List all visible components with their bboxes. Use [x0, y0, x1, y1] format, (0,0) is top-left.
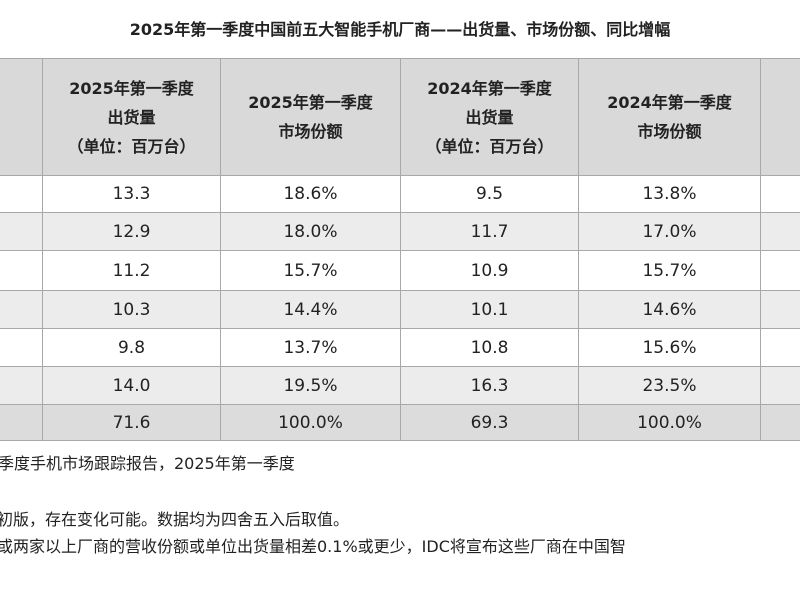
header-text: 2025年第一季度: [69, 78, 194, 98]
table-cell: 14.6%: [578, 290, 761, 329]
header-cell: 2024年第一季度 出货量 （单位：百万台）: [400, 58, 579, 176]
table: 2025年第一季度 出货量 （单位：百万台） 2025年第一季度 市场份额 2024年第一…: [0, 58, 800, 441]
table-cell: 18.0%: [220, 212, 401, 251]
header-text: 出货量: [465, 107, 514, 127]
header-cell: 2024年第一季度 市场份额: [578, 58, 761, 176]
table-cell: 11.2: [42, 250, 221, 291]
table-cell: 23.5%: [578, 366, 761, 405]
table-cell: [760, 175, 800, 213]
table-cell: [760, 366, 800, 405]
table-cell: 10.9: [400, 250, 579, 291]
note-line: 或两家以上厂商的营收份额或单位出货量相差0.1%或更少，IDC将宣布这些厂商在中…: [0, 537, 626, 556]
table-cell: [760, 404, 800, 441]
table-cell: [760, 328, 800, 367]
table-cell: [760, 250, 800, 291]
table-cell: 100.0%: [578, 404, 761, 441]
table-cell: [0, 290, 43, 329]
table-cell: 13.8%: [578, 175, 761, 213]
table-cell: [0, 212, 43, 251]
header-cell: [760, 58, 800, 176]
header-text: 2024年第一季度: [607, 93, 732, 112]
table-cell: 9.8: [42, 328, 221, 367]
header-text: 2024年第一季度: [427, 78, 552, 98]
table-cell: 10.8: [400, 328, 579, 367]
table-cell: [760, 212, 800, 251]
header-text: 市场份额: [637, 122, 702, 141]
header-text: 出货量: [107, 107, 156, 127]
table-cell: 100.0%: [220, 404, 401, 441]
table-cell: 15.7%: [220, 250, 401, 291]
table-cell: 15.6%: [578, 328, 761, 367]
header-cell: 2025年第一季度 市场份额: [220, 58, 401, 176]
table-cell: [0, 404, 43, 441]
table-cell: 14.0: [42, 366, 221, 405]
table-cell: 12.9: [42, 212, 221, 251]
table-cell: 17.0%: [578, 212, 761, 251]
table-cell: 14.4%: [220, 290, 401, 329]
table-cell: 9.5: [400, 175, 579, 213]
table-cell: 71.6: [42, 404, 221, 441]
table-cell: [0, 250, 43, 291]
table-cell: 13.3: [42, 175, 221, 213]
table-title: 2025年第一季度中国前五大智能手机厂商——出货量、市场份额、同比增幅: [129, 20, 671, 39]
table-cell: 11.7: [400, 212, 579, 251]
table-cell: 18.6%: [220, 175, 401, 213]
table-cell: 16.3: [400, 366, 579, 405]
header-text: （单位：百万台）: [67, 136, 196, 156]
table-cell: 10.3: [42, 290, 221, 329]
table-cell: 19.5%: [220, 366, 401, 405]
header-text: （单位：百万台）: [425, 136, 554, 156]
note-line: 季度手机市场跟踪报告，2025年第一季度: [0, 454, 295, 473]
table-cell: [0, 366, 43, 405]
table-cell: 15.7%: [578, 250, 761, 291]
header-cell: 2025年第一季度 出货量 （单位：百万台）: [42, 58, 221, 176]
header-text: 市场份额: [278, 122, 343, 141]
table-cell: 13.7%: [220, 328, 401, 367]
header-cell: [0, 58, 43, 176]
table-cell: 10.1: [400, 290, 579, 329]
note-line: 初版，存在变化可能。数据均为四舍五入后取值。: [0, 510, 350, 529]
header-text: 2025年第一季度: [248, 93, 373, 112]
table-cell: [0, 175, 43, 213]
table-cell: [0, 328, 43, 367]
table-cell: 69.3: [400, 404, 579, 441]
table-cell: [760, 290, 800, 329]
